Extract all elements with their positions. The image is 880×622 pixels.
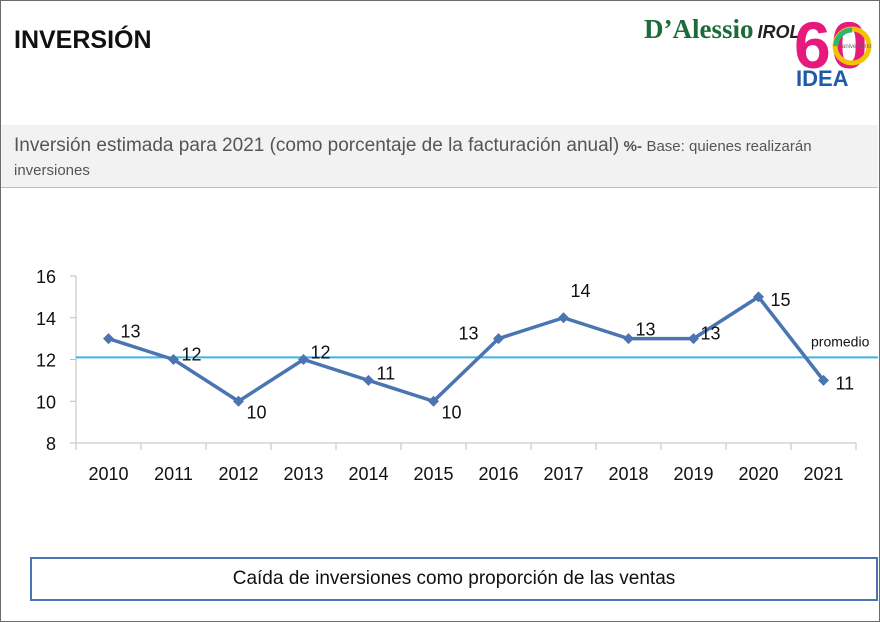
data-point: [168, 354, 179, 365]
data-point: [818, 374, 829, 386]
data-label: 13: [636, 320, 656, 340]
logo-ring-accent: [833, 27, 853, 47]
x-tick-label: 2012: [218, 464, 258, 484]
chart-subtitle: Inversión estimada para 2021 (como porce…: [14, 134, 854, 183]
brand-logo-text: D’Alessio IROL: [644, 14, 801, 45]
brand-name: D’Alessio: [644, 14, 754, 44]
logo-ring-text: aniversario: [842, 44, 872, 50]
chart-caption: Caída de inversiones como proporción de …: [232, 568, 676, 589]
y-tick-label: 8: [46, 434, 56, 454]
x-tick-label: 2021: [803, 464, 843, 484]
data-point: [363, 374, 374, 386]
data-point: [298, 354, 309, 365]
data-label: 10: [247, 402, 267, 422]
subtitle-main: Inversión estimada para 2021 (como porce…: [14, 135, 620, 156]
line-chart: 8 10 12 14 16 2010 2011 2012 2013 2014 2015 2016 201…: [36, 267, 878, 484]
y-tick-label: 16: [36, 267, 56, 287]
logo-number: 60: [794, 8, 867, 82]
x-tick-label: 2018: [608, 464, 648, 484]
x-tick-label: 2011: [154, 464, 193, 484]
logo-word: IDEA: [796, 66, 849, 91]
data-point: [428, 395, 439, 407]
data-label: 12: [311, 343, 331, 363]
data-point: [753, 291, 764, 303]
x-tick-label: 2014: [348, 464, 388, 484]
x-tick-label: 2019: [673, 464, 713, 484]
x-tick-label: 2015: [413, 464, 453, 484]
subtitle-percent: %-: [623, 138, 642, 155]
data-label: 13: [701, 324, 721, 344]
x-tick-label: 2020: [738, 464, 778, 484]
reference-line-label: promedio: [811, 333, 870, 349]
data-point: [688, 333, 699, 345]
data-label: 14: [571, 281, 591, 301]
data-label: 13: [121, 322, 141, 342]
data-label: 10: [442, 402, 462, 422]
x-tick-label: 2016: [478, 464, 518, 484]
data-label: 13: [459, 324, 479, 344]
data-point: [623, 333, 634, 345]
data-point: [233, 395, 244, 407]
subtitle-base: Base: quienes realizarán inversiones: [14, 138, 812, 179]
data-label: 15: [771, 290, 791, 310]
y-tick-label: 14: [36, 309, 56, 329]
data-point: [493, 333, 504, 345]
data-label: 12: [182, 345, 202, 365]
brand-suffix: IROL: [757, 22, 801, 42]
x-tick-label: 2010: [88, 464, 128, 484]
idea-anniversary-logo: 60 aniversario IDEA: [794, 8, 872, 91]
x-tick-label: 2017: [543, 464, 583, 484]
data-point: [558, 312, 569, 324]
data-point: [103, 333, 114, 345]
data-label: 11: [836, 373, 855, 393]
subtitle-band: [1, 125, 878, 188]
series-line: [107, 295, 825, 403]
caption-box: Caída de inversiones como proporción de …: [30, 557, 878, 601]
data-label: 11: [377, 363, 396, 383]
page-title: INVERSIÓN: [14, 26, 152, 54]
y-tick-label: 10: [36, 392, 56, 412]
y-tick-label: 12: [36, 351, 56, 371]
x-tick-label: 2013: [283, 464, 323, 484]
